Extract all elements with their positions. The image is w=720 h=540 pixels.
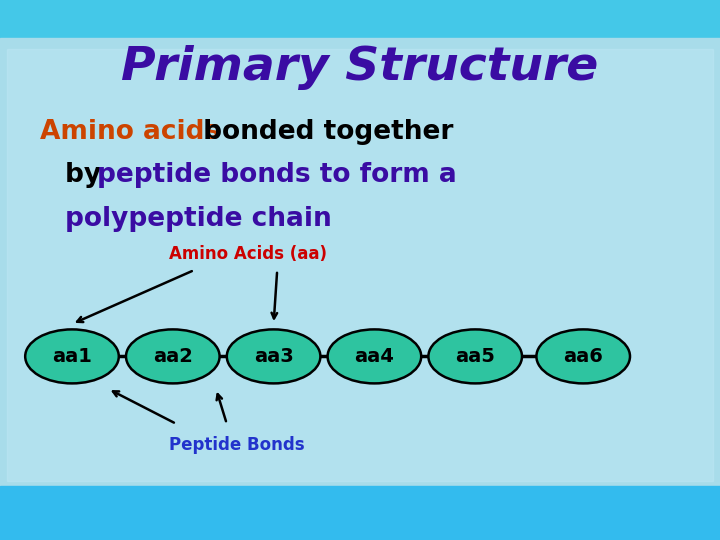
Text: aa2: aa2: [153, 347, 193, 366]
Ellipse shape: [536, 329, 630, 383]
Ellipse shape: [227, 329, 320, 383]
Text: aa6: aa6: [563, 347, 603, 366]
Bar: [0, 486, 720, 540]
Text: Amino acids: Amino acids: [40, 119, 220, 145]
Ellipse shape: [428, 329, 522, 383]
Bar: [7, 49, 713, 481]
Ellipse shape: [25, 329, 119, 383]
Text: aa1: aa1: [52, 347, 92, 366]
Text: by: by: [65, 163, 110, 188]
Ellipse shape: [328, 329, 421, 383]
Text: aa4: aa4: [354, 347, 395, 366]
Text: peptide bonds to form a: peptide bonds to form a: [97, 163, 457, 188]
Ellipse shape: [126, 329, 220, 383]
Text: Amino Acids (aa): Amino Acids (aa): [169, 245, 328, 263]
Bar: [0, 38, 720, 486]
Text: Peptide Bonds: Peptide Bonds: [169, 436, 305, 455]
Bar: [0, 0, 720, 38]
Text: Primary Structure: Primary Structure: [122, 45, 598, 90]
Text: aa5: aa5: [455, 347, 495, 366]
Text: aa3: aa3: [253, 347, 294, 366]
Text: polypeptide chain: polypeptide chain: [65, 206, 331, 232]
Text: bonded together: bonded together: [194, 119, 454, 145]
